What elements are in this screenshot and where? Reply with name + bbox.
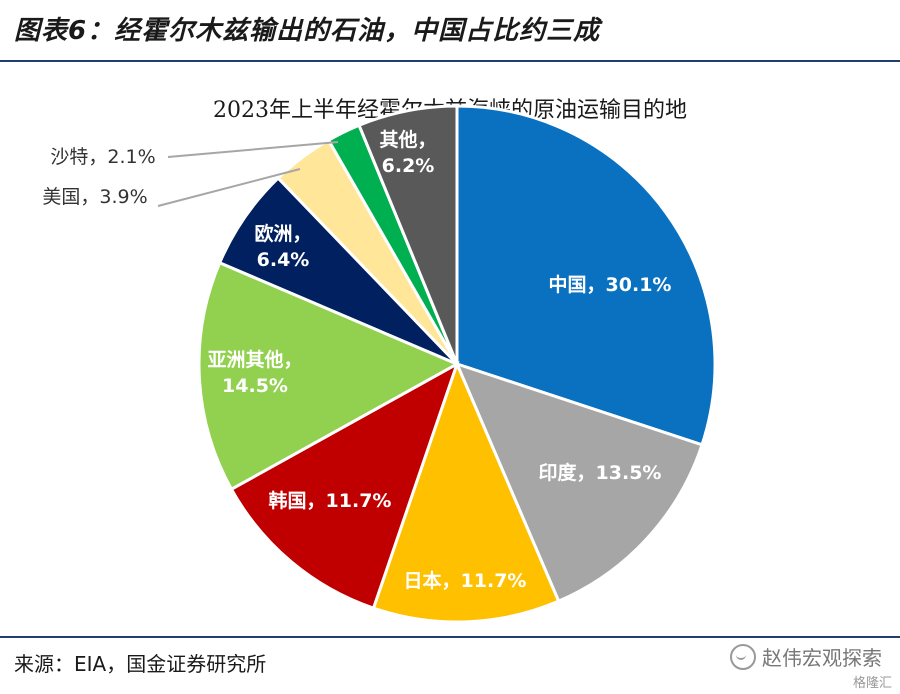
slice-label-4: 亚洲其他， 14.5% [207,348,302,397]
pie-slice-3 [229,360,460,611]
pie-slice-8 [357,104,459,365]
source-note: 来源：EIA，国金证券研究所 [14,652,267,676]
slice-label-0: 中国，30.1% [549,273,672,296]
watermark-sub: 格隆汇 [852,676,892,691]
top-divider [0,60,900,62]
bottom-divider [0,636,900,638]
figure-title: 图表6：经霍尔木兹输出的石油，中国占比约三成 [14,16,601,46]
slice-label-2: 日本，11.7% [404,569,527,592]
pie-slice-1 [454,361,704,604]
slice-label-8: 其他， 6.2% [379,128,436,177]
slice-label-5: 欧洲， 6.4% [254,222,311,271]
pie-slice-4 [197,260,461,492]
slice-label-6: 美国，3.9% [42,186,147,208]
watermark: 赵伟宏观探索 [730,642,882,671]
wechat-icon [730,643,756,670]
pie-slice-0 [455,104,717,447]
slice-label-3: 韩国，11.7% [269,489,392,512]
slice-label-7: 沙特，2.1% [50,146,155,168]
slice-label-1: 印度，13.5% [539,461,662,484]
leader-line-7 [167,141,339,158]
pie-slice-2 [371,359,561,624]
pie-chart: 中国，30.1% 印度，13.5% 日本，11.7% 韩国，11.7% 亚洲其他， 14.… [42,104,717,624]
watermark-text: 赵伟宏观探索 [762,646,882,670]
leader-line-6 [157,168,301,207]
